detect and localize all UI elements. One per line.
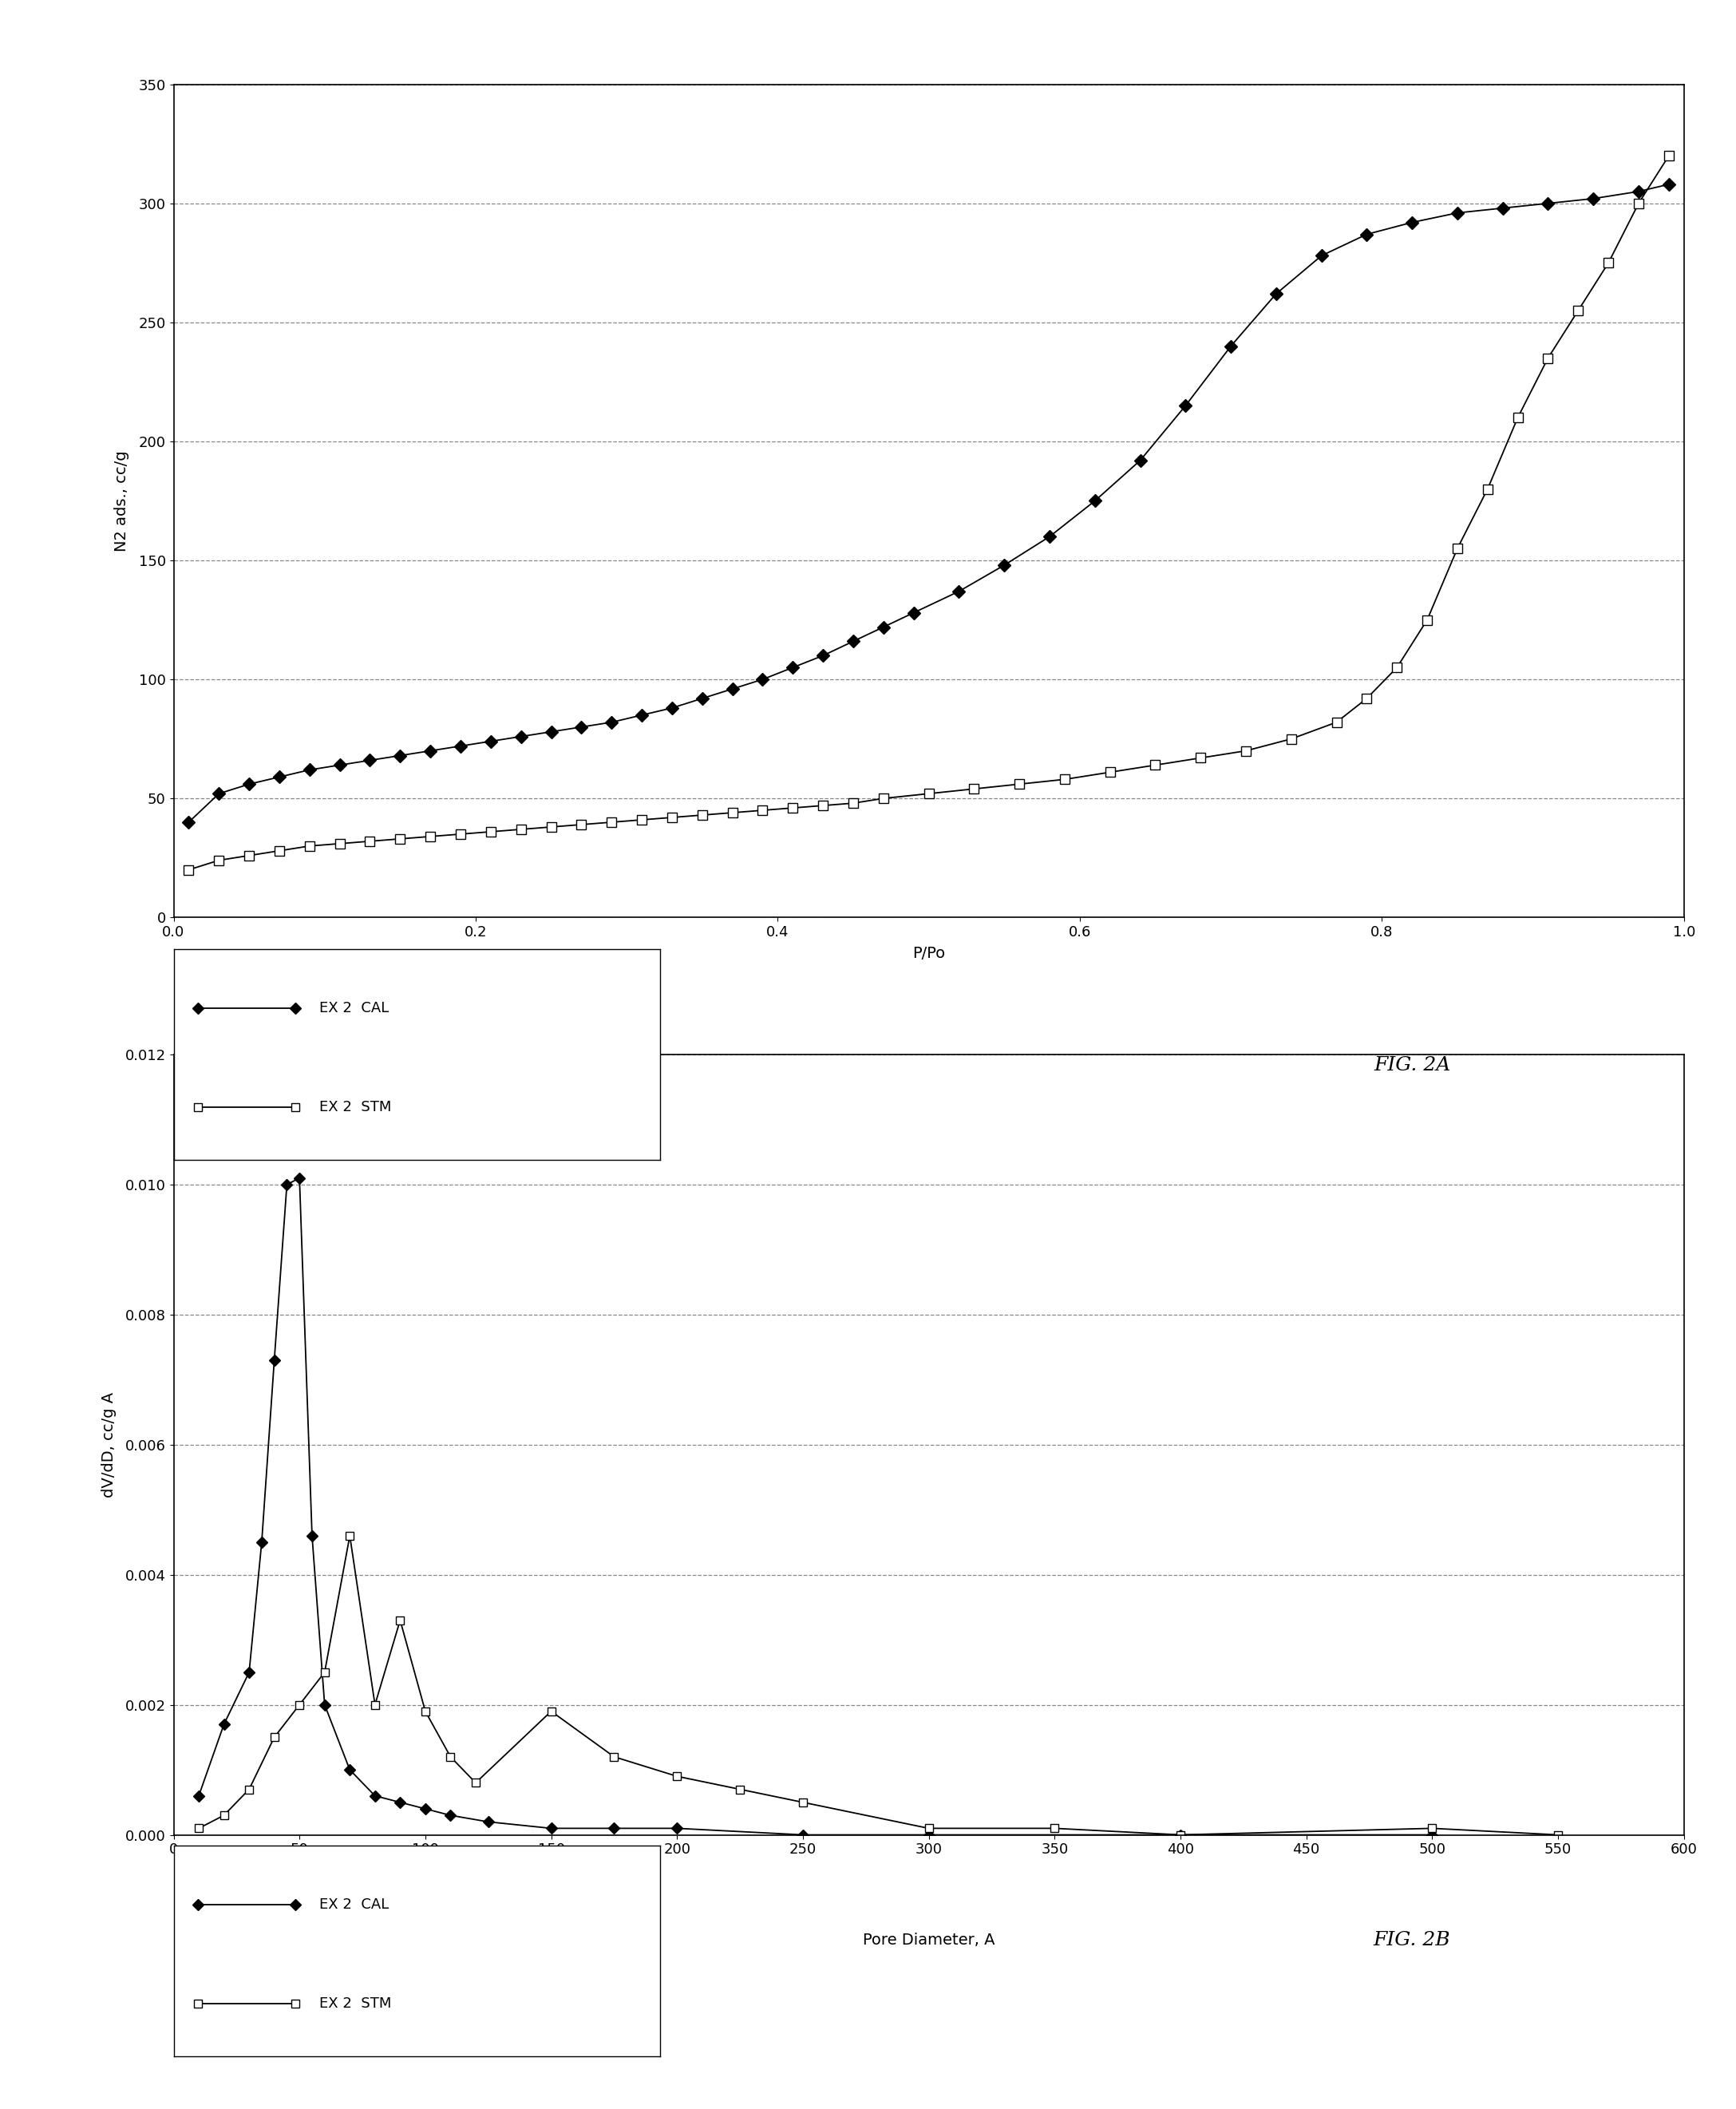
Text: EX 2  STM: EX 2 STM xyxy=(319,1101,392,1114)
Y-axis label: dV/dD, cc/g A: dV/dD, cc/g A xyxy=(101,1392,116,1497)
Y-axis label: N2 ads., cc/g: N2 ads., cc/g xyxy=(115,451,130,550)
Text: FIG. 2A: FIG. 2A xyxy=(1373,1057,1451,1073)
Text: EX 2  CAL: EX 2 CAL xyxy=(319,1002,389,1014)
Text: EX 2  STM: EX 2 STM xyxy=(319,1997,392,2010)
Text: FIG. 2B: FIG. 2B xyxy=(1373,1932,1451,1949)
Text: EX 2  CAL: EX 2 CAL xyxy=(319,1898,389,1911)
X-axis label: P/Po: P/Po xyxy=(913,947,944,962)
Text: Pore Diameter, A: Pore Diameter, A xyxy=(863,1932,995,1949)
